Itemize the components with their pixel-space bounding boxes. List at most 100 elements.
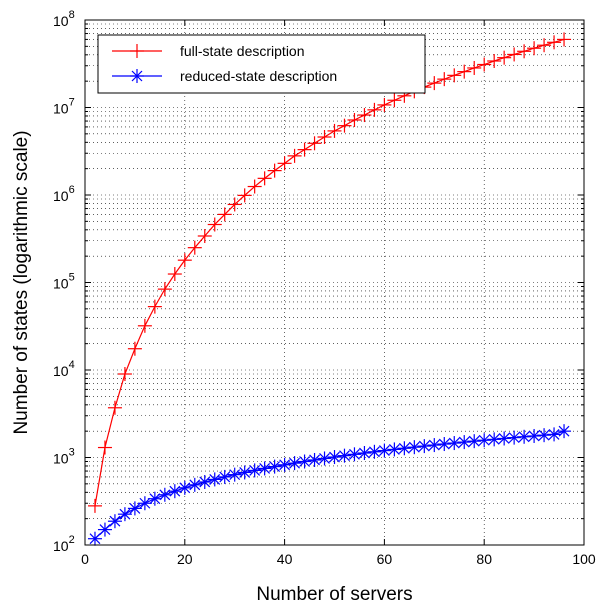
marker-stroke <box>219 471 231 483</box>
data-point <box>227 197 242 212</box>
data-point <box>407 440 422 455</box>
data-point <box>437 437 452 452</box>
data-point <box>317 130 332 145</box>
marker-stroke <box>199 476 211 488</box>
marker-stroke <box>139 497 151 509</box>
marker-stroke <box>339 450 350 462</box>
data-point <box>327 450 342 465</box>
data-point <box>527 428 542 443</box>
x-tick-label: 0 <box>81 551 89 567</box>
data-point <box>157 282 172 297</box>
marker-stroke <box>518 431 530 443</box>
y-tick-label: 102 <box>53 534 75 554</box>
legend: full-state description reduced-state des… <box>97 34 426 94</box>
data-point <box>307 452 322 467</box>
data-point <box>427 76 442 91</box>
data-point <box>277 156 292 171</box>
data-point <box>187 477 202 492</box>
marker-stroke <box>498 433 510 444</box>
data-point <box>227 467 242 482</box>
y-tick-label: 105 <box>53 272 75 292</box>
marker-stroke <box>359 447 370 459</box>
y-tick-label: 107 <box>53 97 75 117</box>
data-point <box>87 498 102 513</box>
data-point <box>207 217 222 232</box>
data-point <box>267 459 282 474</box>
data-point <box>457 435 472 450</box>
data-point <box>327 123 342 138</box>
data-point <box>307 136 322 151</box>
data-point <box>157 487 172 502</box>
data-point <box>447 68 462 83</box>
data-point <box>367 444 382 459</box>
data-point <box>517 44 532 59</box>
data-point <box>467 434 482 449</box>
data-point <box>357 108 372 123</box>
data-point <box>497 431 512 446</box>
data-point <box>147 299 162 314</box>
data-point <box>237 188 252 203</box>
data-point <box>537 428 552 443</box>
marker-stroke <box>259 463 271 474</box>
data-point <box>377 443 392 458</box>
y-tick-label: 104 <box>53 359 75 379</box>
data-point <box>267 163 282 178</box>
data-point <box>427 438 442 453</box>
data-point <box>467 60 482 75</box>
data-point <box>527 41 542 56</box>
data-point <box>557 32 572 47</box>
data-point <box>107 514 122 529</box>
data-point <box>497 50 512 65</box>
data-point <box>357 446 372 461</box>
data-point <box>317 451 332 466</box>
data-point <box>127 501 142 516</box>
x-tick-label: 60 <box>377 551 393 567</box>
marker-stroke <box>109 515 121 527</box>
data-point <box>177 253 192 268</box>
data-point <box>117 507 132 522</box>
data-point <box>137 318 152 333</box>
y-tick-label: 103 <box>53 447 75 467</box>
marker-stroke <box>299 456 310 467</box>
marker-stroke <box>229 469 241 481</box>
data-point <box>147 491 162 506</box>
marker-stroke <box>119 508 131 520</box>
data-point <box>247 463 262 478</box>
marker-stroke <box>129 502 141 514</box>
marker-stroke <box>448 437 460 449</box>
series-layer <box>87 32 572 546</box>
legend-box <box>97 34 426 94</box>
marker-stroke <box>538 429 550 441</box>
marker-stroke <box>279 459 291 471</box>
marker-stroke <box>438 438 450 450</box>
marker-stroke <box>209 473 221 485</box>
data-point <box>337 118 352 133</box>
data-point <box>487 432 502 447</box>
data-point <box>477 433 492 448</box>
data-point <box>547 427 562 442</box>
data-point <box>477 57 492 72</box>
marker-stroke <box>488 433 500 445</box>
marker-stroke <box>428 439 440 451</box>
data-point <box>507 430 522 445</box>
marker-stroke <box>249 464 261 476</box>
data-point <box>247 179 262 194</box>
data-point <box>297 142 312 157</box>
data-point <box>347 447 362 462</box>
data-point <box>517 429 532 444</box>
data-point <box>237 465 252 480</box>
y-tick-label: 106 <box>53 184 75 204</box>
marker-stroke <box>508 432 520 444</box>
data-point <box>387 442 402 457</box>
marker-stroke <box>388 443 400 455</box>
data-point <box>417 439 432 454</box>
data-point <box>97 522 112 537</box>
data-point <box>367 102 382 117</box>
marker-stroke <box>468 435 480 447</box>
marker-stroke <box>149 493 161 505</box>
marker-stroke <box>349 448 360 460</box>
legend-label-full-state: full-state description <box>180 43 305 59</box>
data-point <box>277 457 292 472</box>
y-tick-label: 108 <box>53 9 75 29</box>
